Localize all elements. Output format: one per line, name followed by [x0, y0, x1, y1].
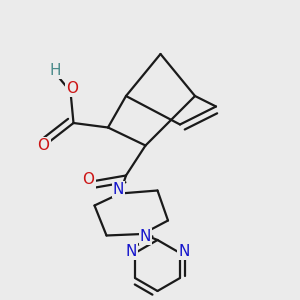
Text: N: N — [140, 229, 151, 244]
Text: N: N — [113, 182, 124, 197]
Text: N: N — [125, 244, 136, 259]
Text: H: H — [50, 63, 61, 78]
Text: O: O — [66, 81, 78, 96]
Text: N: N — [178, 244, 190, 259]
Text: O: O — [38, 138, 50, 153]
Text: O: O — [82, 172, 94, 188]
